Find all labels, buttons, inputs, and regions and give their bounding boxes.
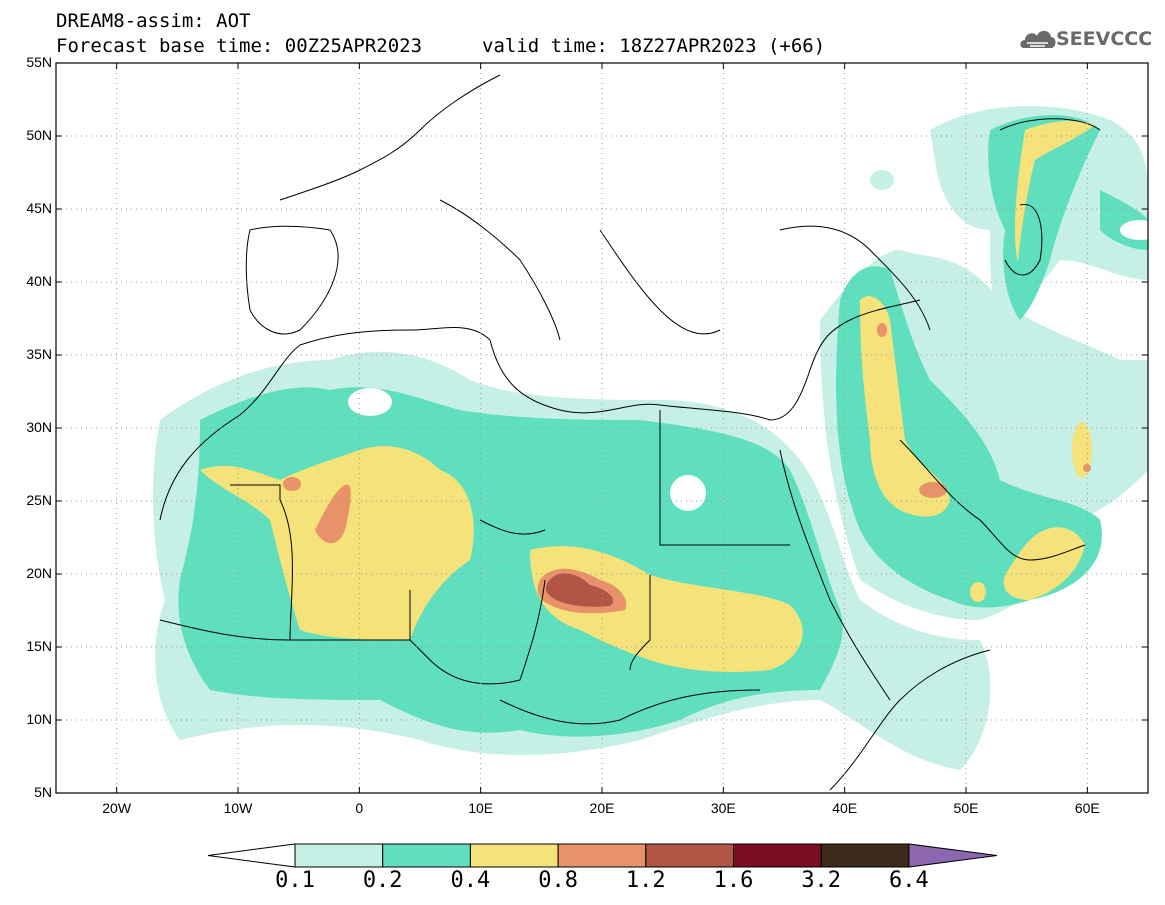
- colorbar-arrow-low: [207, 843, 296, 868]
- lat-label-50N: 50N: [26, 127, 52, 143]
- lon-label-20E: 20E: [589, 800, 615, 816]
- lat-label-40N: 40N: [26, 273, 52, 289]
- colorbar-swatch-6: [733, 843, 822, 868]
- lat-label-55N: 55N: [26, 54, 52, 70]
- colorbar-label-0.8: 0.8: [538, 868, 578, 893]
- lat-label-5N: 5N: [34, 784, 52, 800]
- colorbar-swatch-2: [382, 843, 471, 868]
- lat-label-10N: 10N: [26, 711, 52, 727]
- lat-label-35N: 35N: [26, 346, 52, 362]
- valid-time: valid time: 18Z27APR2023 (+66): [482, 35, 826, 57]
- logo-text: SEEVCCC: [1056, 28, 1153, 50]
- lat-label-15N: 15N: [26, 638, 52, 654]
- colorbar-swatch-5: [645, 843, 734, 868]
- lon-label-20W: 20W: [102, 800, 132, 816]
- colorbar-swatch-4: [557, 843, 647, 868]
- lat-label-20N: 20N: [26, 565, 52, 581]
- colorbar-label-6.4: 6.4: [889, 868, 929, 893]
- lon-label-40E: 40E: [832, 800, 858, 816]
- cloud-icon: [1020, 30, 1056, 48]
- colorbar-label-1.6: 1.6: [713, 868, 754, 893]
- colorbar-label-0.1: 0.1: [275, 868, 315, 893]
- colorbar-label-0.4: 0.4: [450, 868, 491, 893]
- lon-label-50E: 50E: [953, 800, 979, 816]
- colorbar-swatch-3: [469, 843, 559, 868]
- aot-field: [153, 74, 1148, 791]
- tick-marks: [56, 62, 1148, 794]
- colorbar-label-0.2: 0.2: [362, 868, 403, 893]
- lat-label-30N: 30N: [26, 419, 52, 435]
- lon-label-60E: 60E: [1074, 800, 1100, 816]
- coastlines: [159, 74, 1101, 791]
- chart-title: DREAM8-assim: AOT: [56, 10, 251, 32]
- colorbar-swatch-1: [294, 843, 384, 868]
- colorbar-swatch-7: [820, 843, 910, 868]
- lat-label-25N: 25N: [26, 492, 52, 508]
- colorbar-arrow-high: [908, 843, 998, 868]
- forecast-base-time: Forecast base time: 00Z25APR2023: [56, 35, 423, 57]
- lon-label-10W: 10W: [223, 800, 253, 816]
- lon-label-30E: 30E: [710, 800, 736, 816]
- colorbar-label-1.2: 1.2: [625, 868, 666, 893]
- graticule: [56, 63, 1148, 793]
- lon-label-0: 0: [355, 800, 364, 816]
- colorbar-label-3.2: 3.2: [801, 868, 842, 893]
- lat-label-45N: 45N: [26, 200, 52, 216]
- seevccc-logo: SEEVCCC: [1018, 24, 1158, 56]
- lon-label-10E: 10E: [468, 800, 494, 816]
